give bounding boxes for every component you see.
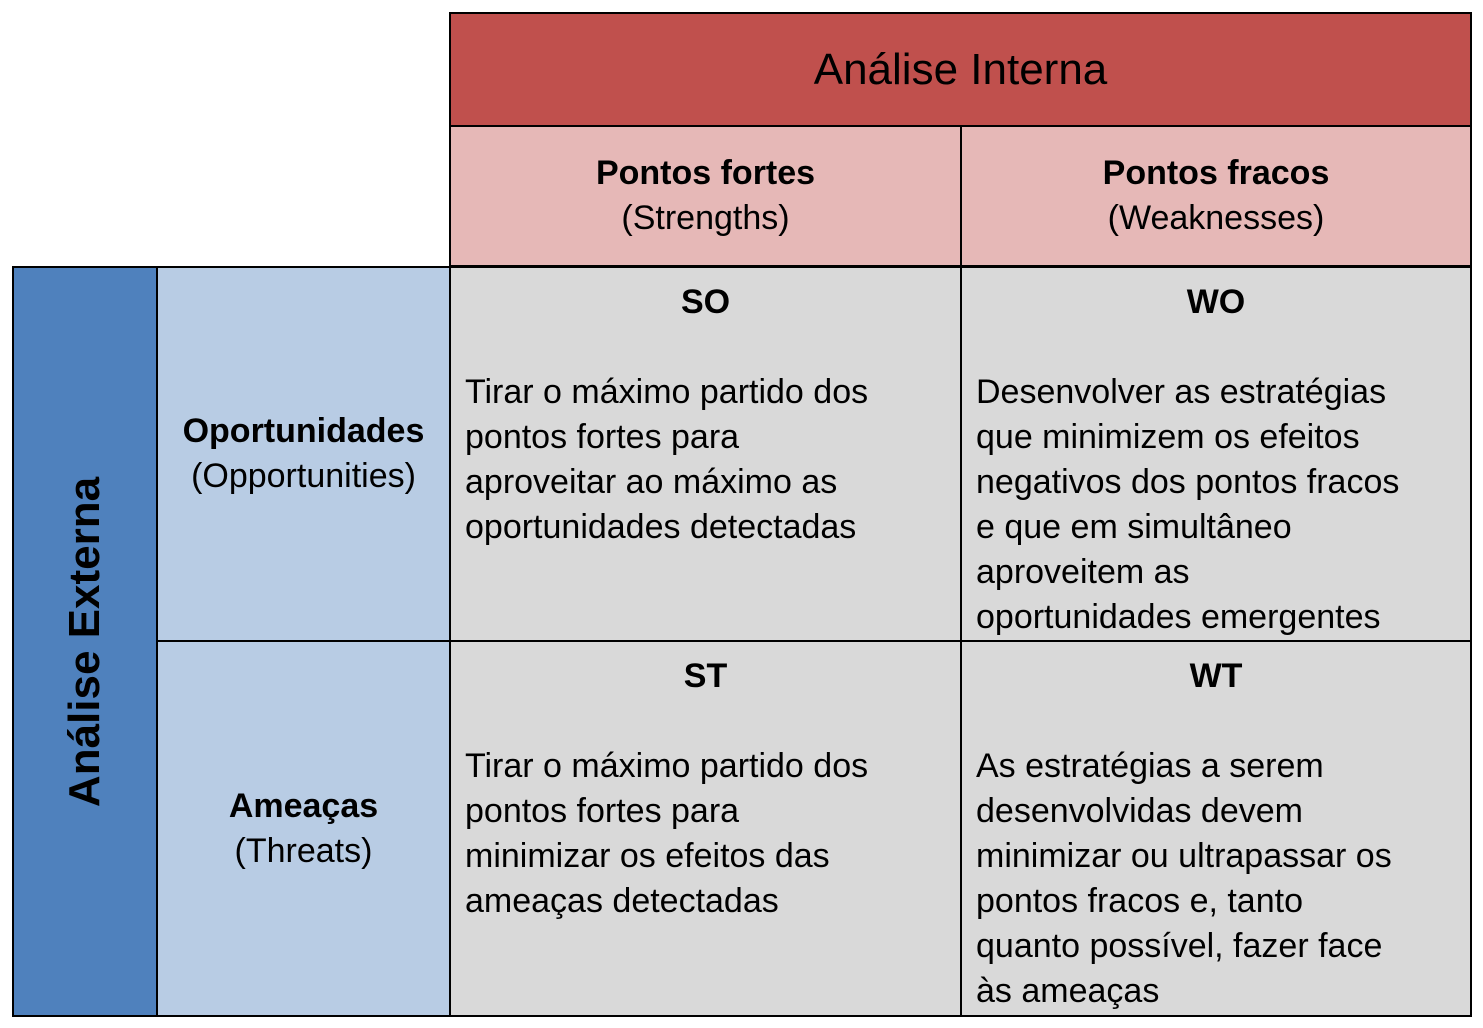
- threats-subtitle: (Threats): [234, 831, 373, 870]
- opportunities-header: Oportunidades (Opportunities): [156, 266, 451, 642]
- cell-wo: WO Desenvolver as estratégias que minimi…: [960, 266, 1472, 642]
- cell-line: Tirar o máximo partido dos: [465, 747, 869, 785]
- strengths-title: Pontos fortes: [595, 154, 816, 192]
- cell-line: que minimizem os efeitos: [976, 418, 1360, 456]
- weaknesses-title: Pontos fracos: [1102, 154, 1330, 192]
- strengths-header: Pontos fortes (Strengths): [449, 125, 962, 267]
- cell-line: e que em simultâneo: [976, 508, 1292, 546]
- cell-line: minimizar ou ultrapassar os: [976, 837, 1392, 875]
- cell-line: desenvolvidas devem: [976, 792, 1303, 830]
- threats-header: Ameaças (Threats): [156, 640, 451, 1017]
- opportunities-title: Oportunidades: [182, 412, 425, 450]
- cell-line: pontos fortes para: [465, 792, 740, 830]
- internal-analysis-title: Análise Interna: [813, 44, 1108, 94]
- cell-wt: WT As estratégias a serem desenvolvidas …: [960, 640, 1472, 1017]
- cell-line: As estratégias a serem: [976, 747, 1324, 785]
- cell-so: SO Tirar o máximo partido dos pontos for…: [449, 266, 962, 642]
- cell-line: quanto possível, fazer face: [976, 927, 1383, 965]
- weaknesses-subtitle: (Weaknesses): [1107, 199, 1325, 237]
- cell-code: WO: [1186, 283, 1246, 321]
- internal-analysis-header: Análise Interna: [449, 12, 1472, 127]
- cell-st: ST Tirar o máximo partido dos pontos for…: [449, 640, 962, 1017]
- strengths-subtitle: (Strengths): [621, 199, 790, 237]
- cell-line: aproveitem as: [976, 553, 1190, 591]
- external-analysis-header: Análise Externa: [12, 266, 158, 1017]
- cell-line: negativos dos pontos fracos: [976, 463, 1400, 501]
- external-analysis-title: Análise Externa: [60, 476, 109, 807]
- cell-line: Desenvolver as estratégias: [976, 373, 1387, 411]
- cell-line: às ameaças: [976, 972, 1160, 1010]
- threats-title: Ameaças: [228, 786, 379, 825]
- cell-line: Tirar o máximo partido dos: [465, 373, 869, 411]
- cell-line: ameaças detectadas: [465, 882, 779, 920]
- cell-line: oportunidades emergentes: [976, 598, 1381, 636]
- cell-line: pontos fracos e, tanto: [976, 882, 1303, 920]
- cell-line: minimizar os efeitos das: [465, 837, 830, 875]
- weaknesses-header: Pontos fracos (Weaknesses): [960, 125, 1472, 267]
- cell-code: WT: [1189, 657, 1243, 695]
- cell-code: ST: [683, 657, 728, 695]
- cell-line: oportunidades detectadas: [465, 508, 857, 546]
- cell-line: aproveitar ao máximo as: [465, 463, 838, 501]
- cell-code: SO: [680, 283, 731, 321]
- opportunities-subtitle: (Opportunities): [191, 457, 416, 495]
- cell-line: pontos fortes para: [465, 418, 740, 456]
